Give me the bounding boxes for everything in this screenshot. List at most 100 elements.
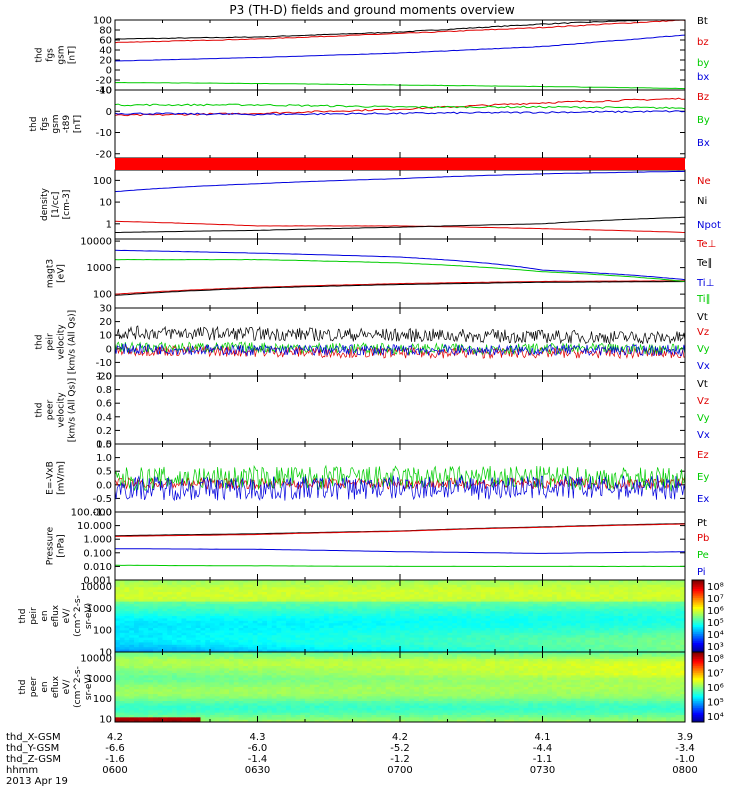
heatmap-cell	[504, 620, 510, 624]
heatmap-cell	[414, 649, 420, 653]
panel-8-ylabel-2: en	[40, 610, 50, 621]
heatmap-cell	[490, 599, 496, 602]
heatmap-cell	[191, 582, 197, 586]
heatmap-cell	[229, 710, 235, 714]
heatmap-cell	[575, 613, 581, 617]
heatmap-cell	[186, 673, 192, 676]
heatmap-cell	[267, 599, 273, 602]
heatmap-cell	[176, 684, 182, 688]
heatmap-cell	[205, 604, 211, 607]
heatmap-cell	[300, 580, 306, 583]
heatmap-cell	[186, 620, 192, 624]
heatmap-cell	[115, 592, 121, 595]
heatmap-cell	[210, 644, 216, 648]
heatmap-cell	[556, 618, 562, 622]
heatmap-cell	[656, 644, 662, 648]
heatmap-cell	[381, 608, 387, 612]
heatmap-cell	[661, 649, 667, 653]
heatmap-cell	[162, 712, 168, 716]
heatmap-cell	[675, 635, 681, 638]
heatmap-cell	[495, 618, 501, 622]
heatmap-cell	[143, 663, 149, 667]
heatmap-cell	[371, 613, 377, 617]
heatmap-cell	[666, 630, 672, 634]
heatmap-cell	[195, 712, 201, 716]
heatmap-cell	[599, 611, 605, 614]
heatmap-cell	[238, 584, 244, 588]
heatmap-cell	[262, 596, 268, 600]
heatmap-cell	[233, 712, 239, 716]
heatmap-cell	[134, 689, 140, 693]
heatmap-cell	[219, 625, 225, 629]
heatmap-cell	[376, 630, 382, 634]
heatmap-cell	[390, 596, 396, 600]
heatmap-cell	[324, 635, 330, 638]
heatmap-cell	[438, 620, 444, 624]
heatmap-cell	[286, 632, 292, 636]
heatmap-cell	[157, 584, 163, 588]
panel-0-legend-bz: bz	[697, 37, 709, 48]
heatmap-cell	[471, 630, 477, 634]
heatmap-cell	[647, 601, 653, 605]
heatmap-cell	[124, 642, 130, 646]
heatmap-cell	[647, 640, 653, 643]
heatmap-cell	[119, 620, 125, 624]
heatmap-cell	[162, 710, 168, 714]
heatmap-cell	[381, 580, 387, 583]
heatmap-cell	[314, 640, 320, 643]
heatmap-cell	[262, 642, 268, 646]
heatmap-cell	[233, 630, 239, 634]
heatmap-cell	[319, 630, 325, 634]
heatmap-cell	[195, 661, 201, 665]
heatmap-cell	[143, 694, 149, 697]
heatmap-cell	[162, 654, 168, 658]
heatmap-cell	[580, 632, 586, 636]
heatmap-cell	[129, 635, 135, 638]
heatmap-cell	[590, 625, 596, 629]
heatmap-cell	[309, 592, 315, 595]
heatmap-cell	[153, 670, 159, 674]
heatmap-cell	[286, 644, 292, 648]
heatmap-cell	[395, 592, 401, 595]
heatmap-cell	[347, 604, 353, 607]
heatmap-cell	[210, 673, 216, 676]
heatmap-cell	[214, 689, 220, 693]
heatmap-cell	[195, 710, 201, 714]
heatmap-cell	[651, 644, 657, 648]
heatmap-cell	[219, 620, 225, 624]
heatmap-cell	[300, 594, 306, 598]
heatmap-cell	[400, 580, 406, 583]
panel-9-ytick-0: 10000	[80, 654, 112, 665]
panel-7-ytick-3: 0.100	[83, 548, 112, 559]
heatmap-cell	[675, 601, 681, 605]
heatmap-cell	[186, 592, 192, 595]
heatmap-cell	[148, 659, 154, 662]
heatmap-cell	[328, 616, 334, 619]
heatmap-cell	[119, 623, 125, 626]
heatmap-cell	[167, 616, 173, 619]
heatmap-cell	[143, 677, 149, 681]
heatmap-cell	[200, 675, 206, 679]
heatmap-cell	[281, 584, 287, 588]
heatmap-cell	[423, 649, 429, 653]
heatmap-cell	[124, 625, 130, 629]
heatmap-cell	[428, 584, 434, 588]
heatmap-cell	[195, 628, 201, 631]
heatmap-cell	[148, 680, 154, 683]
heatmap-cell	[675, 606, 681, 610]
heatmap-cell	[632, 584, 638, 588]
heatmap-cell	[471, 635, 477, 638]
heatmap-cell	[518, 620, 524, 624]
heatmap-cell	[309, 599, 315, 602]
heatmap-cell	[290, 647, 296, 650]
heatmap-cell	[167, 691, 173, 695]
heatmap-cell	[153, 644, 159, 648]
heatmap-cell	[376, 592, 382, 595]
heatmap-cell	[324, 640, 330, 643]
heatmap-cell	[243, 659, 249, 662]
heatmap-cell	[352, 630, 358, 634]
heatmap-cell	[552, 628, 558, 631]
heatmap-cell	[623, 620, 629, 624]
heatmap-cell	[504, 601, 510, 605]
heatmap-cell	[115, 712, 121, 716]
